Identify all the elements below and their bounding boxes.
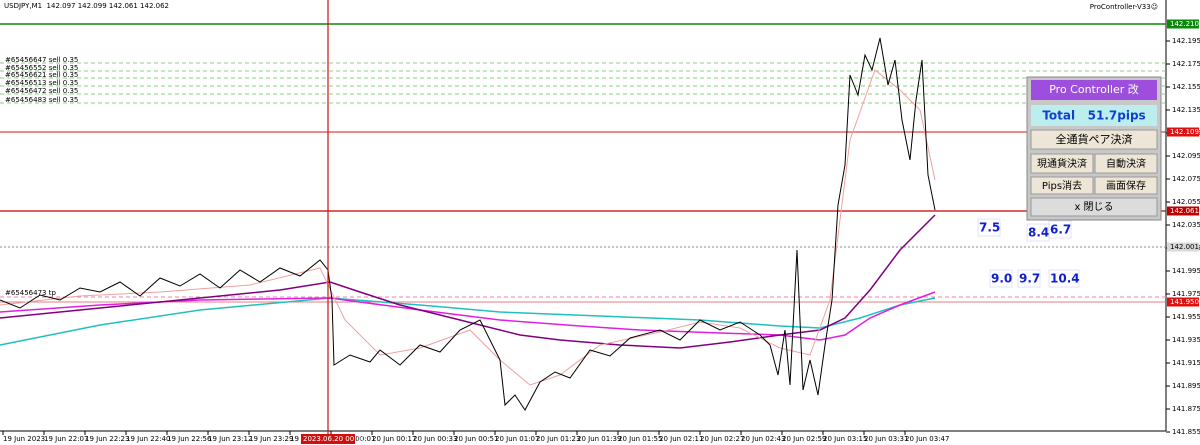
price-marker xyxy=(1167,19,1199,29)
time-label: 19 Jun 22:23 xyxy=(85,435,129,443)
clear-pips-button[interactable] xyxy=(1030,176,1094,195)
price-marker-label: 142.210 xyxy=(1170,20,1199,28)
price-marker xyxy=(1167,206,1199,216)
price-label: 142.195 xyxy=(1172,37,1200,45)
price-line xyxy=(0,37,936,411)
price-marker-label: 142.001 xyxy=(1170,243,1199,251)
time-label: 20 Jun 01:55 xyxy=(618,435,662,443)
panel-title: Pro Controller 改 xyxy=(1049,82,1139,96)
total-box xyxy=(1031,105,1157,126)
price-marker-label: 142.109 xyxy=(1170,128,1199,136)
time-label: 20 Jun 01:39 xyxy=(577,435,621,443)
price-label: 141.995 xyxy=(1172,267,1200,275)
close-panel-button[interactable] xyxy=(1030,197,1158,217)
time-label: 20 Jun 03:47 xyxy=(905,435,949,443)
order-label: #65456621 sell 0.35 xyxy=(5,71,78,79)
pips-box xyxy=(1048,220,1072,239)
time-label: 20 Jun 00:51 xyxy=(454,435,498,443)
ea-name: ProController-V33☺ xyxy=(1090,3,1158,11)
time-label: 20 Jun 02:11 xyxy=(659,435,703,443)
close-current-label[interactable]: 現通貨決済 xyxy=(1037,157,1087,170)
time-label: 20 Jun 00:33 xyxy=(413,435,457,443)
time-label: 20 Jun 02:59 xyxy=(782,435,826,443)
order-label: #65456472 sell 0.35 xyxy=(5,87,78,95)
clear-pips-label[interactable]: Pips消去 xyxy=(1042,179,1082,192)
auto-close-label[interactable]: 自動決済 xyxy=(1106,157,1146,170)
price-marker xyxy=(1167,242,1199,252)
time-label: 19 Jun 22:40 xyxy=(126,435,170,443)
total-text: Total 51.7pips xyxy=(1042,109,1145,123)
price-label: 141.895 xyxy=(1172,382,1200,390)
price-label: 141.975 xyxy=(1172,290,1200,298)
tp-label: #65456473 tp xyxy=(5,289,56,297)
controller-panel: Pro Controller 改 Total 51.7pips 全通貨ペア決済 … xyxy=(1026,76,1162,221)
close-panel-label[interactable]: x 閉じる xyxy=(1074,201,1113,213)
time-label: 20 Jun 02:27 xyxy=(700,435,744,443)
price-label: 141.875 xyxy=(1172,405,1200,413)
close-all-button[interactable] xyxy=(1030,129,1158,150)
price-label: 142.055 xyxy=(1172,198,1200,206)
price-label: 141.955 xyxy=(1172,313,1200,321)
time-label: 20 Jun 03:31 xyxy=(864,435,908,443)
order-label: #65456647 sell 0.35 xyxy=(5,56,78,64)
auto-close-button[interactable] xyxy=(1094,153,1158,174)
pips-label: 9.7 xyxy=(1019,272,1040,286)
price-label: 141.915 xyxy=(1172,359,1200,367)
pips-box xyxy=(1017,269,1041,288)
pips-label: 9.0 xyxy=(991,272,1012,286)
save-screen-button[interactable] xyxy=(1094,176,1158,195)
time-label: 19 Jun 22:07 xyxy=(44,435,88,443)
ma-cyan xyxy=(0,297,936,346)
time-label: 19 Jun 22:56 xyxy=(167,435,212,443)
time-label: 20 Jun 02:43 xyxy=(741,435,785,443)
price-marker xyxy=(1167,127,1199,137)
price-label: 142.155 xyxy=(1172,83,1200,91)
pips-box xyxy=(977,218,1001,237)
ma-purple xyxy=(0,214,936,349)
price-label: 142.135 xyxy=(1172,106,1200,114)
pips-label: 6.7 xyxy=(1050,223,1071,237)
price-label: 142.175 xyxy=(1172,60,1200,68)
price-label: 141.855 xyxy=(1172,428,1200,436)
pips-label: 7.5 xyxy=(979,221,1000,235)
panel-title-bar xyxy=(1031,80,1157,100)
pips-box xyxy=(1048,269,1080,288)
order-label: #65456552 sell 0.35 xyxy=(5,64,78,72)
cursor-time: 2023.06.20 00:00 xyxy=(303,435,365,443)
time-label: 19 Jun 23:29 xyxy=(249,435,293,443)
order-label: #65456513 sell 0.35 xyxy=(5,79,78,87)
ma-magenta xyxy=(0,291,936,341)
close-current-button[interactable] xyxy=(1030,153,1094,174)
time-label: 20 Jun 03:15 xyxy=(823,435,867,443)
time-label: 19 Jun 2023 xyxy=(3,435,45,443)
pips-label: 8.4 xyxy=(1028,226,1049,240)
pips-label: 10.4 xyxy=(1050,272,1080,286)
price-marker-label: 142.061 xyxy=(1170,207,1199,215)
close-all-label[interactable]: 全通貨ペア決済 xyxy=(1056,132,1133,146)
order-lines xyxy=(0,62,1166,104)
time-label: 19 Jun 23:12 xyxy=(208,435,252,443)
time-label: 20 Jun 01:23 xyxy=(536,435,580,443)
symbol-info: USDJPY,M1 142.097 142.099 142.061 142.06… xyxy=(4,2,169,10)
time-label: 20 Jun 01:07 xyxy=(495,435,539,443)
time-label: 20 Jun 00:17 xyxy=(372,435,416,443)
cursor-time-box xyxy=(301,434,355,444)
price-marker-label: 141.950 xyxy=(1170,298,1199,306)
ma-fast xyxy=(0,69,936,386)
pips-box xyxy=(989,269,1013,288)
order-label: #65456483 sell 0.35 xyxy=(5,96,78,104)
price-label: 141.935 xyxy=(1172,336,1200,344)
price-marker xyxy=(1167,297,1199,307)
price-label: 142.075 xyxy=(1172,175,1200,183)
save-screen-label[interactable]: 画面保存 xyxy=(1106,179,1146,192)
price-label: 142.035 xyxy=(1172,221,1200,229)
price-label: 142.095 xyxy=(1172,152,1200,160)
